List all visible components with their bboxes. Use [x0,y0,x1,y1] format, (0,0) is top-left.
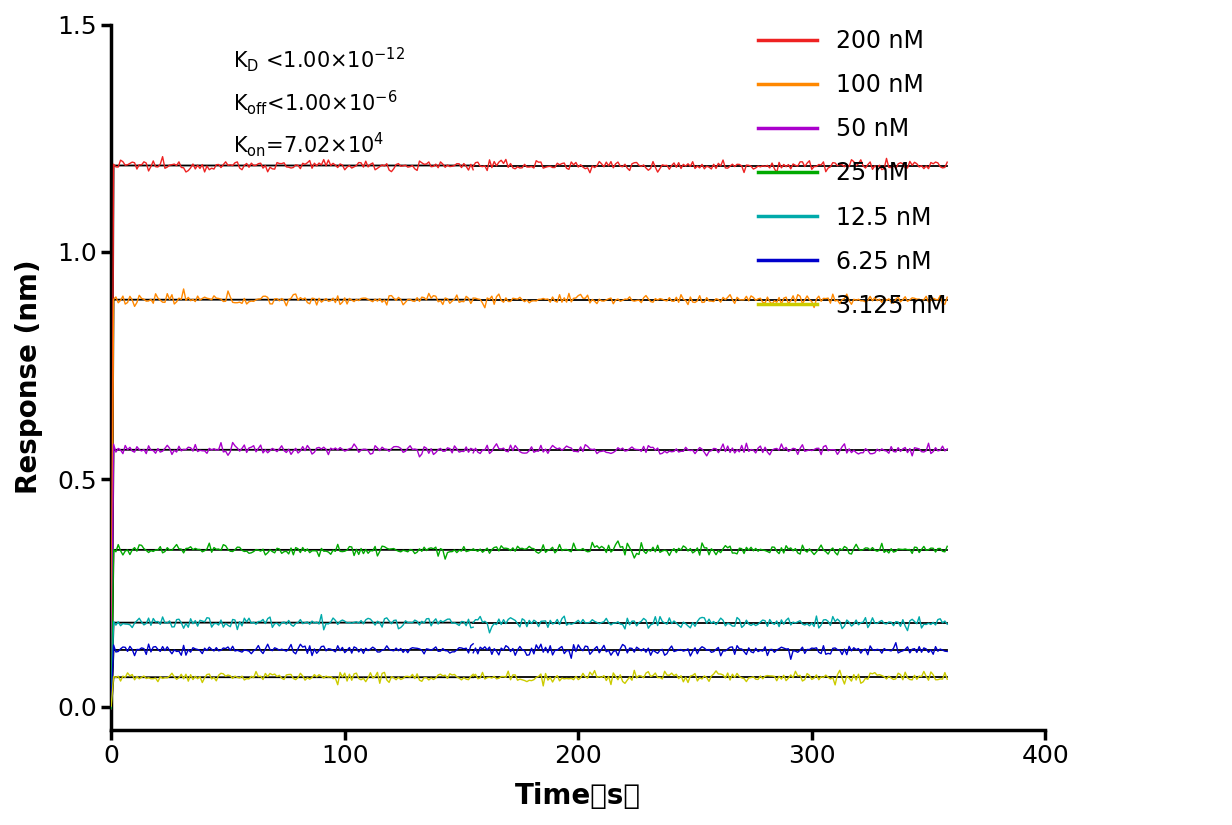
Legend: 200 nM, 100 nM, 50 nM, 25 nM, 12.5 nM, 6.25 nM, 3.125 nM: 200 nM, 100 nM, 50 nM, 25 nM, 12.5 nM, 6… [758,29,946,318]
Y-axis label: Response (nm): Response (nm) [15,260,43,494]
X-axis label: Time（s）: Time（s） [515,782,641,810]
Text: K$_{\mathregular{D}}$ <1.00×10$^{-12}$
K$_{\mathregular{off}}$<1.00×10$^{-6}$
K$: K$_{\mathregular{D}}$ <1.00×10$^{-12}$ K… [233,45,404,159]
